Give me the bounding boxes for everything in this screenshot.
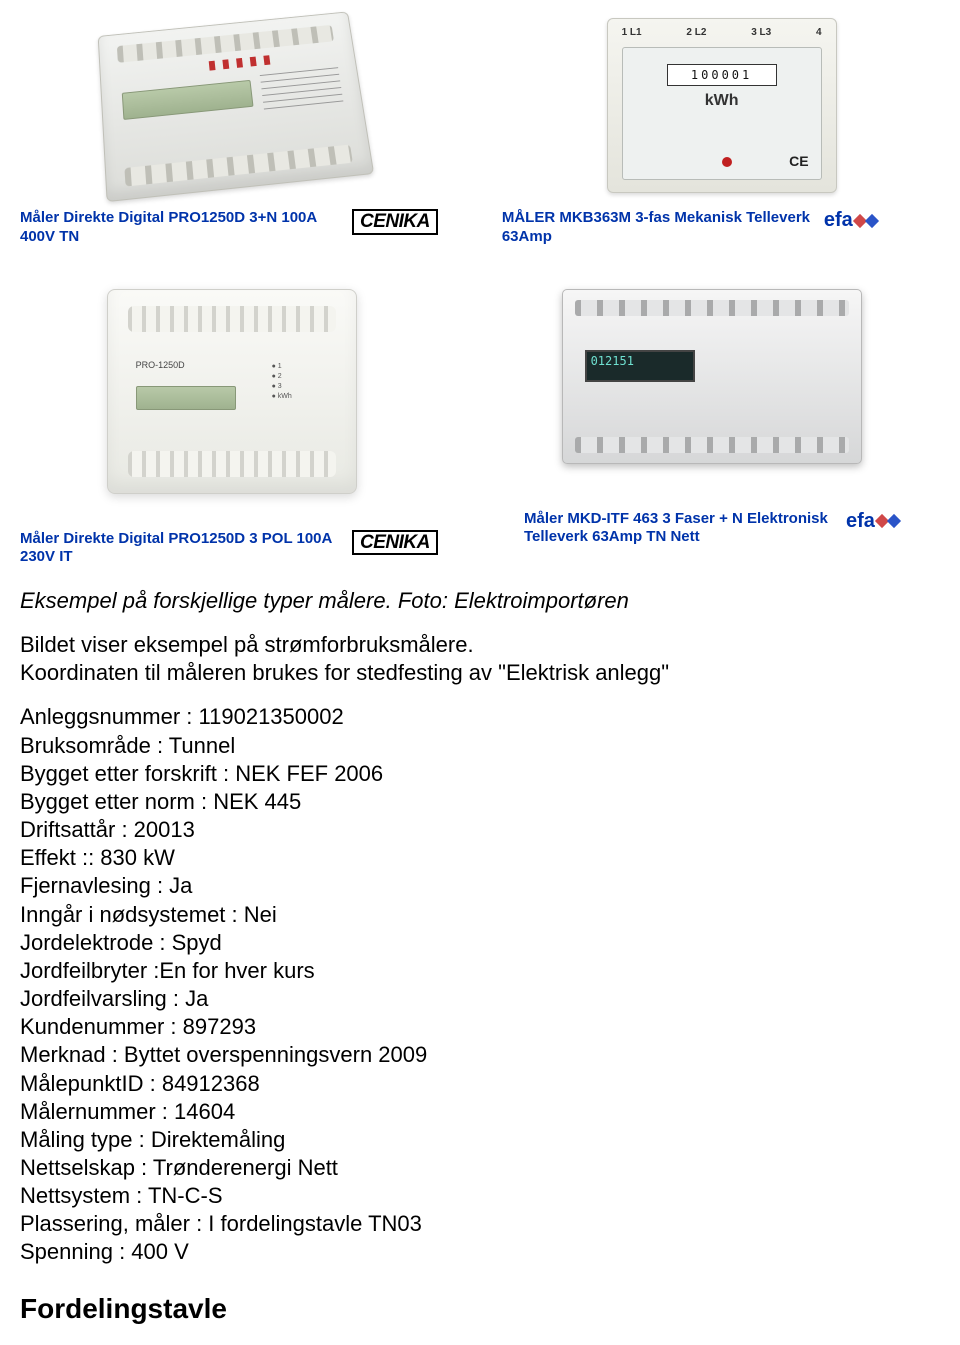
data-field-row: Driftsattår : 20013 bbox=[20, 816, 940, 844]
terminal-label: 3 L3 bbox=[751, 27, 771, 43]
data-field-row: Jordfeilvarsling : Ja bbox=[20, 985, 940, 1013]
meter-device-2: 1 L1 2 L2 3 L3 4 100001 kWh CE bbox=[607, 18, 837, 193]
digital-counter: 012151 bbox=[585, 350, 695, 382]
data-field-row: Bygget etter norm : NEK 445 bbox=[20, 788, 940, 816]
data-field-row: Bruksområde : Tunnel bbox=[20, 732, 940, 760]
product-caption-2: MÅLER MKB363M 3-fas Mekanisk Telleverk 6… bbox=[502, 209, 812, 247]
data-field-row: Måling type : Direktemåling bbox=[20, 1126, 940, 1154]
product-row-2: PRO-1250D ● 1● 2● 3● kWh 012151 bbox=[0, 271, 960, 504]
data-field-row: Anleggsnummer : 119021350002 bbox=[20, 703, 940, 731]
ce-mark: CE bbox=[789, 153, 808, 169]
data-field-row: Jordfeilbryter :En for hver kurs bbox=[20, 957, 940, 985]
terminal-label: 4 bbox=[816, 27, 822, 43]
data-field-list: Anleggsnummer : 119021350002Bruksområde … bbox=[0, 695, 960, 1274]
kwh-label: kWh bbox=[705, 92, 739, 110]
brand-logo-cenika: CENIKA bbox=[352, 209, 438, 235]
product-col-1 bbox=[20, 8, 443, 198]
mechanical-counter: 100001 bbox=[667, 64, 777, 86]
product-image-4: 012151 bbox=[483, 279, 940, 474]
meter-device-4: 012151 bbox=[562, 289, 862, 464]
section-heading: Fordelingstavle bbox=[0, 1275, 960, 1325]
terminal-label: 1 L1 bbox=[622, 27, 642, 43]
caption-paragraph: Eksempel på forskjellige typer målere. F… bbox=[0, 579, 960, 623]
caption-row-1: Måler Direkte Digital PRO1250D 3+N 100A … bbox=[0, 203, 960, 253]
product-row-1: 1 L1 2 L2 3 L3 4 100001 kWh CE bbox=[0, 0, 960, 203]
led-indicators: ● 1● 2● 3● kWh bbox=[272, 362, 332, 402]
brand-logo-cenika: CENIKA bbox=[352, 530, 438, 556]
product-image-2: 1 L1 2 L2 3 L3 4 100001 kWh CE bbox=[503, 8, 940, 203]
data-field-row: Fjernavlesing : Ja bbox=[20, 872, 940, 900]
indicator-icon bbox=[722, 157, 732, 167]
terminal-label: 2 L2 bbox=[686, 27, 706, 43]
product-caption-3: Måler Direkte Digital PRO1250D 3 POL 100… bbox=[20, 530, 340, 568]
data-field-row: Nettsystem : TN-C-S bbox=[20, 1182, 940, 1210]
data-field-row: Bygget etter forskrift : NEK FEF 2006 bbox=[20, 760, 940, 788]
diamond-icon bbox=[887, 514, 901, 528]
data-field-row: MålepunktID : 84912368 bbox=[20, 1070, 940, 1098]
product-caption-4: Måler MKD-ITF 463 3 Faser + N Elektronis… bbox=[524, 510, 834, 548]
data-field-row: Merknad : Byttet overspenningsvern 2009 bbox=[20, 1041, 940, 1069]
data-field-row: Jordelektrode : Spyd bbox=[20, 929, 940, 957]
meter-device-1 bbox=[97, 11, 374, 202]
data-field-row: Nettselskap : Trønderenergi Nett bbox=[20, 1154, 940, 1182]
intro-line-2: Koordinaten til måleren brukes for stedf… bbox=[20, 659, 940, 687]
product-image-3: PRO-1250D ● 1● 2● 3● kWh bbox=[20, 279, 443, 504]
data-field-row: Målernummer : 14604 bbox=[20, 1098, 940, 1126]
product-col-3: PRO-1250D ● 1● 2● 3● kWh bbox=[20, 279, 443, 504]
intro-block: Bildet viser eksempel på strømforbruksmå… bbox=[0, 623, 960, 695]
data-field-row: Spenning : 400 V bbox=[20, 1238, 940, 1266]
brand-logo-efa: efa bbox=[846, 510, 899, 533]
product-image-1 bbox=[20, 8, 443, 198]
data-field-row: Effekt :: 830 kW bbox=[20, 844, 940, 872]
product-col-4: 012151 bbox=[443, 279, 940, 474]
data-field-row: Kundenummer : 897293 bbox=[20, 1013, 940, 1041]
product-col-2: 1 L1 2 L2 3 L3 4 100001 kWh CE bbox=[443, 8, 940, 203]
intro-line-1: Bildet viser eksempel på strømforbruksmå… bbox=[20, 631, 940, 659]
product-caption-1: Måler Direkte Digital PRO1250D 3+N 100A … bbox=[20, 209, 340, 247]
brand-logo-efa: efa bbox=[824, 209, 877, 232]
model-label: PRO-1250D bbox=[136, 360, 185, 370]
data-field-row: Inngår i nødsystemet : Nei bbox=[20, 901, 940, 929]
meter-device-3: PRO-1250D ● 1● 2● 3● kWh bbox=[107, 289, 357, 494]
diamond-icon bbox=[865, 213, 879, 227]
data-field-row: Plassering, måler : I fordelingstavle TN… bbox=[20, 1210, 940, 1238]
caption-row-2: Måler Direkte Digital PRO1250D 3 POL 100… bbox=[0, 504, 960, 574]
figure-caption: Eksempel på forskjellige typer målere. F… bbox=[20, 587, 940, 615]
